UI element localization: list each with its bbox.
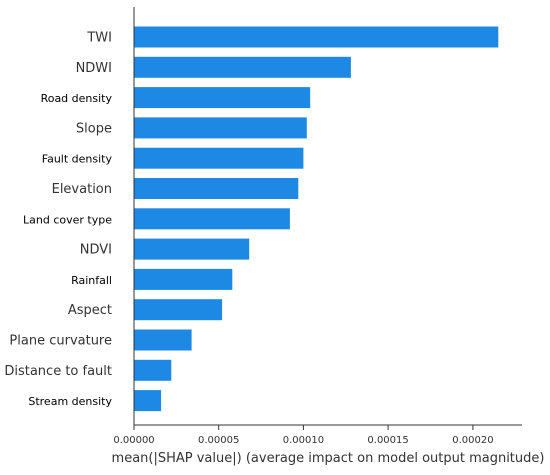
bar-ndvi [134, 238, 250, 260]
category-label-distance-to-fault: Distance to fault [4, 364, 112, 379]
bar-fault-density [134, 147, 304, 169]
category-label-rainfall: Rainfall [71, 274, 112, 287]
bar-stream-density [134, 390, 162, 412]
bar-plane-curvature [134, 329, 192, 351]
x-tick-label: 0.00020 [452, 435, 493, 446]
bar-slope [134, 117, 307, 139]
x-tick-label: 0.00000 [113, 435, 154, 446]
x-tick-label: 0.00015 [367, 435, 408, 446]
x-tick-label: 0.00005 [198, 435, 239, 446]
category-label-stream-density: Stream density [28, 395, 112, 408]
bar-land-cover-type [134, 208, 290, 230]
category-label-road-density: Road density [41, 92, 113, 105]
bar-twi [134, 26, 499, 48]
bar-road-density [134, 87, 311, 109]
bars-group [134, 26, 499, 412]
category-labels: TWI NDWI Road density Slope Fault density Ele… [4, 31, 112, 409]
bar-rainfall [134, 268, 233, 290]
x-axis-title: mean(|SHAP value|) (average impact on mo… [112, 451, 545, 466]
x-ticks: 0.00000 0.00005 0.00010 0.00015 0.00020 [113, 425, 494, 446]
category-label-fault-density: Fault density [42, 153, 113, 166]
bar-distance-to-fault [134, 359, 172, 381]
bar-aspect [134, 299, 223, 321]
bar-ndwi [134, 56, 351, 78]
category-label-land-cover-type: Land cover type [23, 213, 112, 226]
x-tick-label: 0.00010 [283, 435, 324, 446]
bar-elevation [134, 178, 299, 199]
category-label-ndvi: NDVI [80, 243, 112, 258]
category-label-slope: Slope [76, 121, 112, 136]
category-label-elevation: Elevation [52, 182, 112, 197]
category-label-plane-curvature: Plane curvature [9, 334, 112, 349]
category-label-aspect: Aspect [68, 303, 112, 318]
category-label-ndwi: NDWI [76, 61, 112, 76]
category-label-twi: TWI [86, 31, 112, 46]
